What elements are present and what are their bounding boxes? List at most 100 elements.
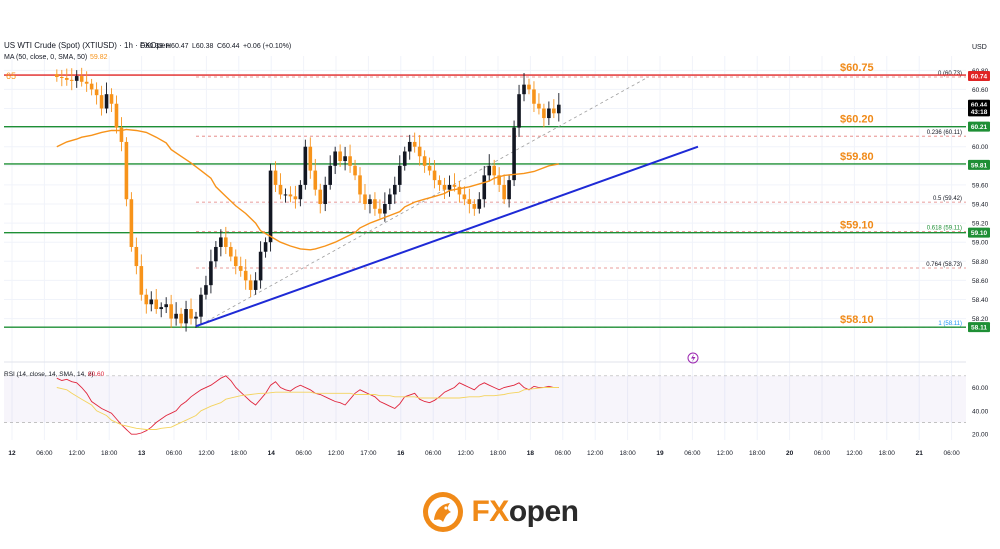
candle-body (199, 294, 203, 317)
time-tick-label: 18:00 (879, 450, 896, 457)
candle-body (482, 175, 487, 200)
candle-body (139, 266, 144, 295)
price-tag-box (968, 106, 990, 117)
time-tick-label: 18:00 (749, 450, 766, 457)
price-tick-label: 60.60 (972, 87, 989, 94)
candle-body (238, 266, 243, 271)
candle-body (402, 151, 407, 166)
price-level-labels: $60.75 $60.20 $59.80 $59.10 $58.10 (840, 62, 874, 326)
price-tick-label: 59.60 (972, 182, 989, 189)
candle-body (437, 180, 442, 185)
ma-50-line (56, 128, 559, 251)
time-axis[interactable]: 12 06:00 12:00 18:00 13 06:00 12:00 18:00 14 06:0… (8, 450, 960, 457)
ascending-trendline (195, 145, 699, 328)
candlestick-series (55, 67, 561, 332)
candle-body (224, 237, 228, 247)
candle-body (134, 246, 139, 267)
price-tick-label: 58.60 (972, 278, 989, 285)
ohlc-open: O60.39 (140, 43, 163, 50)
brand-open: open (508, 495, 579, 528)
candle-body (467, 199, 472, 204)
time-tick-label: 06:00 (425, 450, 442, 457)
rsi-sma-line (56, 387, 559, 430)
candle-body (298, 184, 303, 200)
candle-body (74, 76, 79, 81)
price-tag-text: 60.74 (971, 74, 988, 81)
time-tick-label: 20 (786, 450, 794, 457)
rsi-tick-label: 60.00 (972, 385, 989, 392)
time-tick-label: 06:00 (943, 450, 960, 457)
candle-body (303, 146, 308, 185)
fib-level-label: 1 (58.11) (938, 321, 962, 327)
fib-level-label: 0.764 (58.73) (926, 262, 962, 268)
lightning-alert-icon[interactable] (687, 352, 699, 364)
candle-body (189, 309, 193, 319)
candle-body (308, 146, 313, 171)
rsi-value: 60.60 (88, 371, 105, 378)
candle-body (253, 280, 258, 290)
candle-body (149, 299, 154, 305)
rsi-indicator-pane: 60.00 40.00 20.00 (4, 361, 989, 439)
candle-body (144, 294, 149, 305)
candle-body (417, 146, 422, 157)
time-tick-label: 16 (397, 450, 405, 457)
candle-body (552, 108, 556, 114)
level-price-label: $59.10 (840, 220, 874, 232)
time-tick-label: 12:00 (328, 450, 345, 457)
candle-body (323, 184, 328, 204)
time-tick-label: 06:00 (814, 450, 831, 457)
candle-body (397, 165, 402, 185)
candle-body (363, 194, 367, 204)
price-tag-text: 60.44 (971, 102, 988, 109)
time-tick-label: 12:00 (198, 450, 215, 457)
candle-body (497, 175, 501, 185)
candle-body (507, 180, 511, 200)
candle-body (179, 313, 183, 324)
brand-fx: FX (471, 495, 509, 528)
candle-body (393, 184, 397, 195)
brand-footer: FXopen (0, 488, 1000, 536)
candle-body (462, 194, 467, 200)
price-tag-box (968, 322, 990, 333)
time-tick-label: 18:00 (101, 450, 118, 457)
candle-body (338, 151, 342, 162)
candle-body (333, 151, 337, 166)
candle-body (273, 170, 278, 185)
time-tick-label: 12:00 (846, 450, 863, 457)
rsi-header: RSI (14, close, 14, SMA, 14, 2) (4, 371, 94, 378)
support-resistance-lines (4, 74, 966, 328)
candle-body (492, 165, 496, 176)
candle-body (219, 237, 223, 247)
time-tick-label: 12:00 (457, 450, 474, 457)
candle-body (537, 103, 541, 109)
price-tag-box (968, 159, 990, 170)
candle-body (522, 84, 526, 95)
candle-body (204, 285, 208, 295)
candle-body (557, 104, 561, 114)
candle-body (69, 79, 74, 81)
ohlc-change: +0.06 (+0.10%) (243, 43, 291, 50)
moving-average-series (56, 128, 559, 251)
time-tick-label: 12:00 (717, 450, 734, 457)
candle-body (457, 186, 462, 195)
time-tick-label: 18:00 (490, 450, 507, 457)
price-tag-text: 58.11 (971, 325, 987, 332)
candle-body (258, 251, 263, 281)
candle-body (99, 95, 104, 109)
candle-body (109, 94, 114, 104)
price-tag-box (968, 71, 990, 82)
candle-body (233, 256, 238, 267)
price-tick-label: 58.20 (972, 316, 989, 323)
candle-body (194, 316, 198, 319)
price-tick-label: 58.40 (972, 297, 989, 304)
candle-body (268, 170, 273, 243)
candle-body (104, 94, 109, 109)
candle-body (214, 246, 218, 262)
fxopen-logo-icon (423, 492, 464, 532)
candle-body (388, 194, 392, 204)
candle-body (432, 170, 437, 181)
candle-body (358, 175, 362, 195)
ma-value: 59.82 (90, 54, 108, 61)
candle-body (383, 204, 387, 214)
ma-header: MA (50, close, 0, SMA, 50) (4, 54, 87, 61)
